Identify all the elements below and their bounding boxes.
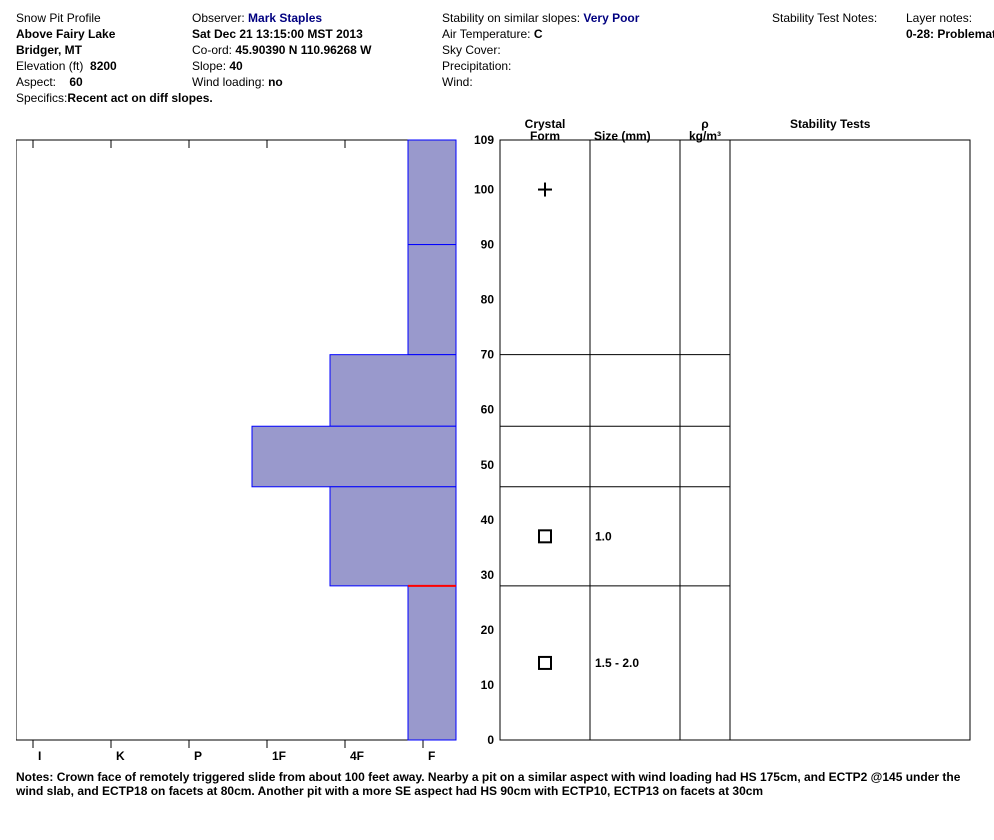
svg-text:1F: 1F xyxy=(272,749,286,763)
svg-text:40: 40 xyxy=(481,513,495,527)
svg-text:90: 90 xyxy=(481,238,495,252)
svg-text:50: 50 xyxy=(481,458,495,472)
notes-t: Crown face of remotely triggered slide f… xyxy=(16,770,960,798)
notes-l: Notes: xyxy=(16,770,53,784)
ln-l: Layer notes: xyxy=(906,10,972,26)
svg-text:60: 60 xyxy=(481,403,495,417)
svg-text:10: 10 xyxy=(481,678,495,692)
coord-v: 45.90390 N 110.96268 W xyxy=(235,42,371,58)
hdr-col3: Stability on similar slopes: Very Poor A… xyxy=(442,10,702,90)
svg-text:Form: Form xyxy=(530,129,560,143)
obs-l: Observer: xyxy=(192,10,245,26)
windl-v: no xyxy=(268,74,283,90)
svg-text:Size (mm): Size (mm) xyxy=(594,129,651,143)
hdr-col5: Layer notes: 0-28: Problematic Layer xyxy=(906,10,994,42)
svg-text:0: 0 xyxy=(487,733,494,747)
stn-l: Stability Test Notes: xyxy=(772,10,877,26)
spec-v: Recent act on diff slopes. xyxy=(67,90,212,106)
sky-l: Sky Cover: xyxy=(442,42,501,58)
svg-text:80: 80 xyxy=(481,293,495,307)
location1: Above Fairy Lake xyxy=(16,26,115,42)
windl-l: Wind loading: xyxy=(192,74,265,90)
obs-v: Mark Staples xyxy=(248,10,322,26)
ln-v: 0-28: Problematic Layer xyxy=(906,26,994,42)
elev-l: Elevation (ft) xyxy=(16,58,83,74)
spec-l: Specifics: xyxy=(16,90,67,106)
title: Snow Pit Profile xyxy=(16,10,101,26)
elev-v: 8200 xyxy=(90,58,117,74)
svg-text:30: 30 xyxy=(481,568,495,582)
svg-text:4F: 4F xyxy=(350,749,364,763)
svg-text:70: 70 xyxy=(481,348,495,362)
aspect-l: Aspect: xyxy=(16,74,56,90)
svg-text:100: 100 xyxy=(474,183,494,197)
aspect-v: 60 xyxy=(69,74,82,90)
svg-text:1.5 - 2.0: 1.5 - 2.0 xyxy=(595,656,639,670)
location2: Bridger, MT xyxy=(16,42,82,58)
svg-text:109: 109 xyxy=(474,133,494,147)
at-v: C xyxy=(534,26,543,42)
stab-v: Very Poor xyxy=(583,10,639,26)
svg-text:F: F xyxy=(428,749,435,763)
svg-text:kg/m³: kg/m³ xyxy=(689,129,721,143)
date: Sat Dec 21 13:15:00 MST 2013 xyxy=(192,26,363,42)
svg-text:Stability Tests: Stability Tests xyxy=(790,117,871,131)
notes-block: Notes: Crown face of remotely triggered … xyxy=(16,770,978,798)
slope-v: 40 xyxy=(229,58,242,74)
coord-l: Co-ord: xyxy=(192,42,232,58)
chart-area: IKP1F4FF1091009080706050403020100Crystal… xyxy=(16,116,976,769)
at-l: Air Temperature: xyxy=(442,26,530,42)
svg-text:1.0: 1.0 xyxy=(595,529,612,543)
slope-l: Slope: xyxy=(192,58,226,74)
hdr-col1: Snow Pit Profile Above Fairy Lake Bridge… xyxy=(16,10,186,106)
stab-l: Stability on similar slopes: xyxy=(442,10,580,26)
wind-l: Wind: xyxy=(442,74,473,90)
svg-text:P: P xyxy=(194,749,202,763)
prec-l: Precipitation: xyxy=(442,58,511,74)
hdr-col4: Stability Test Notes: xyxy=(772,10,902,26)
hdr-col2: Observer: Mark Staples Sat Dec 21 13:15:… xyxy=(192,10,442,90)
svg-text:K: K xyxy=(116,749,125,763)
svg-text:I: I xyxy=(38,749,41,763)
svg-text:20: 20 xyxy=(481,623,495,637)
